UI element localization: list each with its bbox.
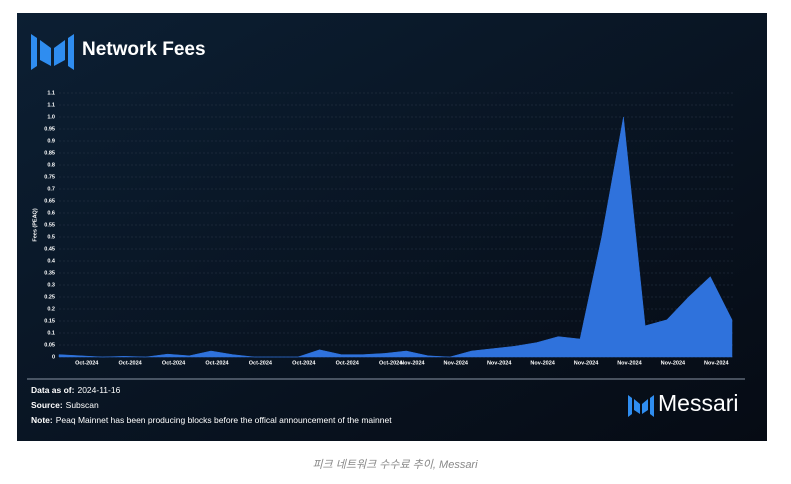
- y-tick-label: 0.1: [47, 330, 55, 336]
- x-tick-label: Oct-2024: [379, 360, 403, 366]
- y-tick-label: 0: [52, 354, 55, 360]
- y-tick-label: 0.6: [47, 210, 55, 216]
- x-tick-label: Oct-2024: [75, 360, 99, 366]
- note-label: Note:: [31, 415, 53, 425]
- source-label: Source:: [31, 400, 63, 410]
- caption: 피크 네트워크 수수료 추이, Messari: [312, 458, 478, 471]
- x-tick-label: Nov-2024: [574, 360, 599, 366]
- y-tick-label: 0.55: [44, 222, 55, 228]
- card: [17, 13, 767, 441]
- x-tick-label: Oct-2024: [162, 360, 186, 366]
- data-as-of: Data as of: 2024-11-16: [31, 385, 121, 395]
- area: [58, 116, 733, 358]
- x-tick-label: Nov-2024: [661, 360, 686, 366]
- source-value: Subscan: [66, 400, 99, 410]
- x-tick-label: Nov-2024: [487, 360, 512, 366]
- y-tick-label: 1.1: [47, 102, 55, 108]
- y-tick-label: 1.0: [47, 114, 55, 120]
- chart-title: Network Fees: [82, 39, 206, 60]
- x-tick-label: Nov-2024: [617, 360, 642, 366]
- y-tick-label: 0.3: [47, 282, 55, 288]
- y-tick-label: 0.5: [47, 234, 55, 240]
- y-tick-label: 0.7: [47, 186, 55, 192]
- x-tick-label: Nov-2024: [530, 360, 555, 366]
- y-tick-label: 0.2: [47, 306, 55, 312]
- plot: 0 0.05 0.1 0.15 0.2 0.25 0.3 0.35 0.4 0.45 0.5 0.55…: [44, 90, 734, 366]
- y-tick-label: 0.95: [44, 126, 55, 132]
- y-tick-label: 0.9: [47, 138, 55, 144]
- x-tick-label: Nov-2024: [400, 360, 425, 366]
- data-as-of-value: 2024-11-16: [77, 385, 120, 395]
- logo: [31, 34, 74, 70]
- y-tick-label: 0.25: [44, 294, 55, 300]
- y-tick-label: 0.15: [44, 318, 55, 324]
- y-tick-label: 0.05: [44, 342, 55, 348]
- y-tick-label: 0.35: [44, 270, 55, 276]
- y-tick-label: 0.8: [47, 162, 55, 168]
- x-tick-label: Nov-2024: [444, 360, 469, 366]
- y-tick-label: 1.1: [47, 90, 55, 96]
- source: Source: Subscan: [31, 400, 99, 410]
- y-tick-label: 0.85: [44, 150, 55, 156]
- y-axis-label: Fees (PEAQ): [32, 208, 38, 241]
- x-tick-label: Oct-2024: [292, 360, 316, 366]
- data-as-of-label: Data as of:: [31, 385, 75, 395]
- y-tick-label: 0.75: [44, 174, 55, 180]
- x-tick-label: Oct-2024: [336, 360, 360, 366]
- x-tick-label: Oct-2024: [119, 360, 143, 366]
- x-tick-label: Oct-2024: [249, 360, 273, 366]
- y-tick-label: 0.4: [47, 258, 56, 264]
- brand: Messari: [658, 390, 739, 416]
- note: Note: Peaq Mainnet has been producing blo…: [31, 415, 392, 425]
- brand-logo: [628, 395, 654, 417]
- y-tick-label: 0.45: [44, 246, 55, 252]
- y-tick-label: 0.65: [44, 198, 55, 204]
- note-value: Peaq Mainnet has been producing blocks b…: [56, 415, 392, 425]
- x-tick-label: Nov-2024: [704, 360, 729, 366]
- x-tick-label: Oct-2024: [205, 360, 229, 366]
